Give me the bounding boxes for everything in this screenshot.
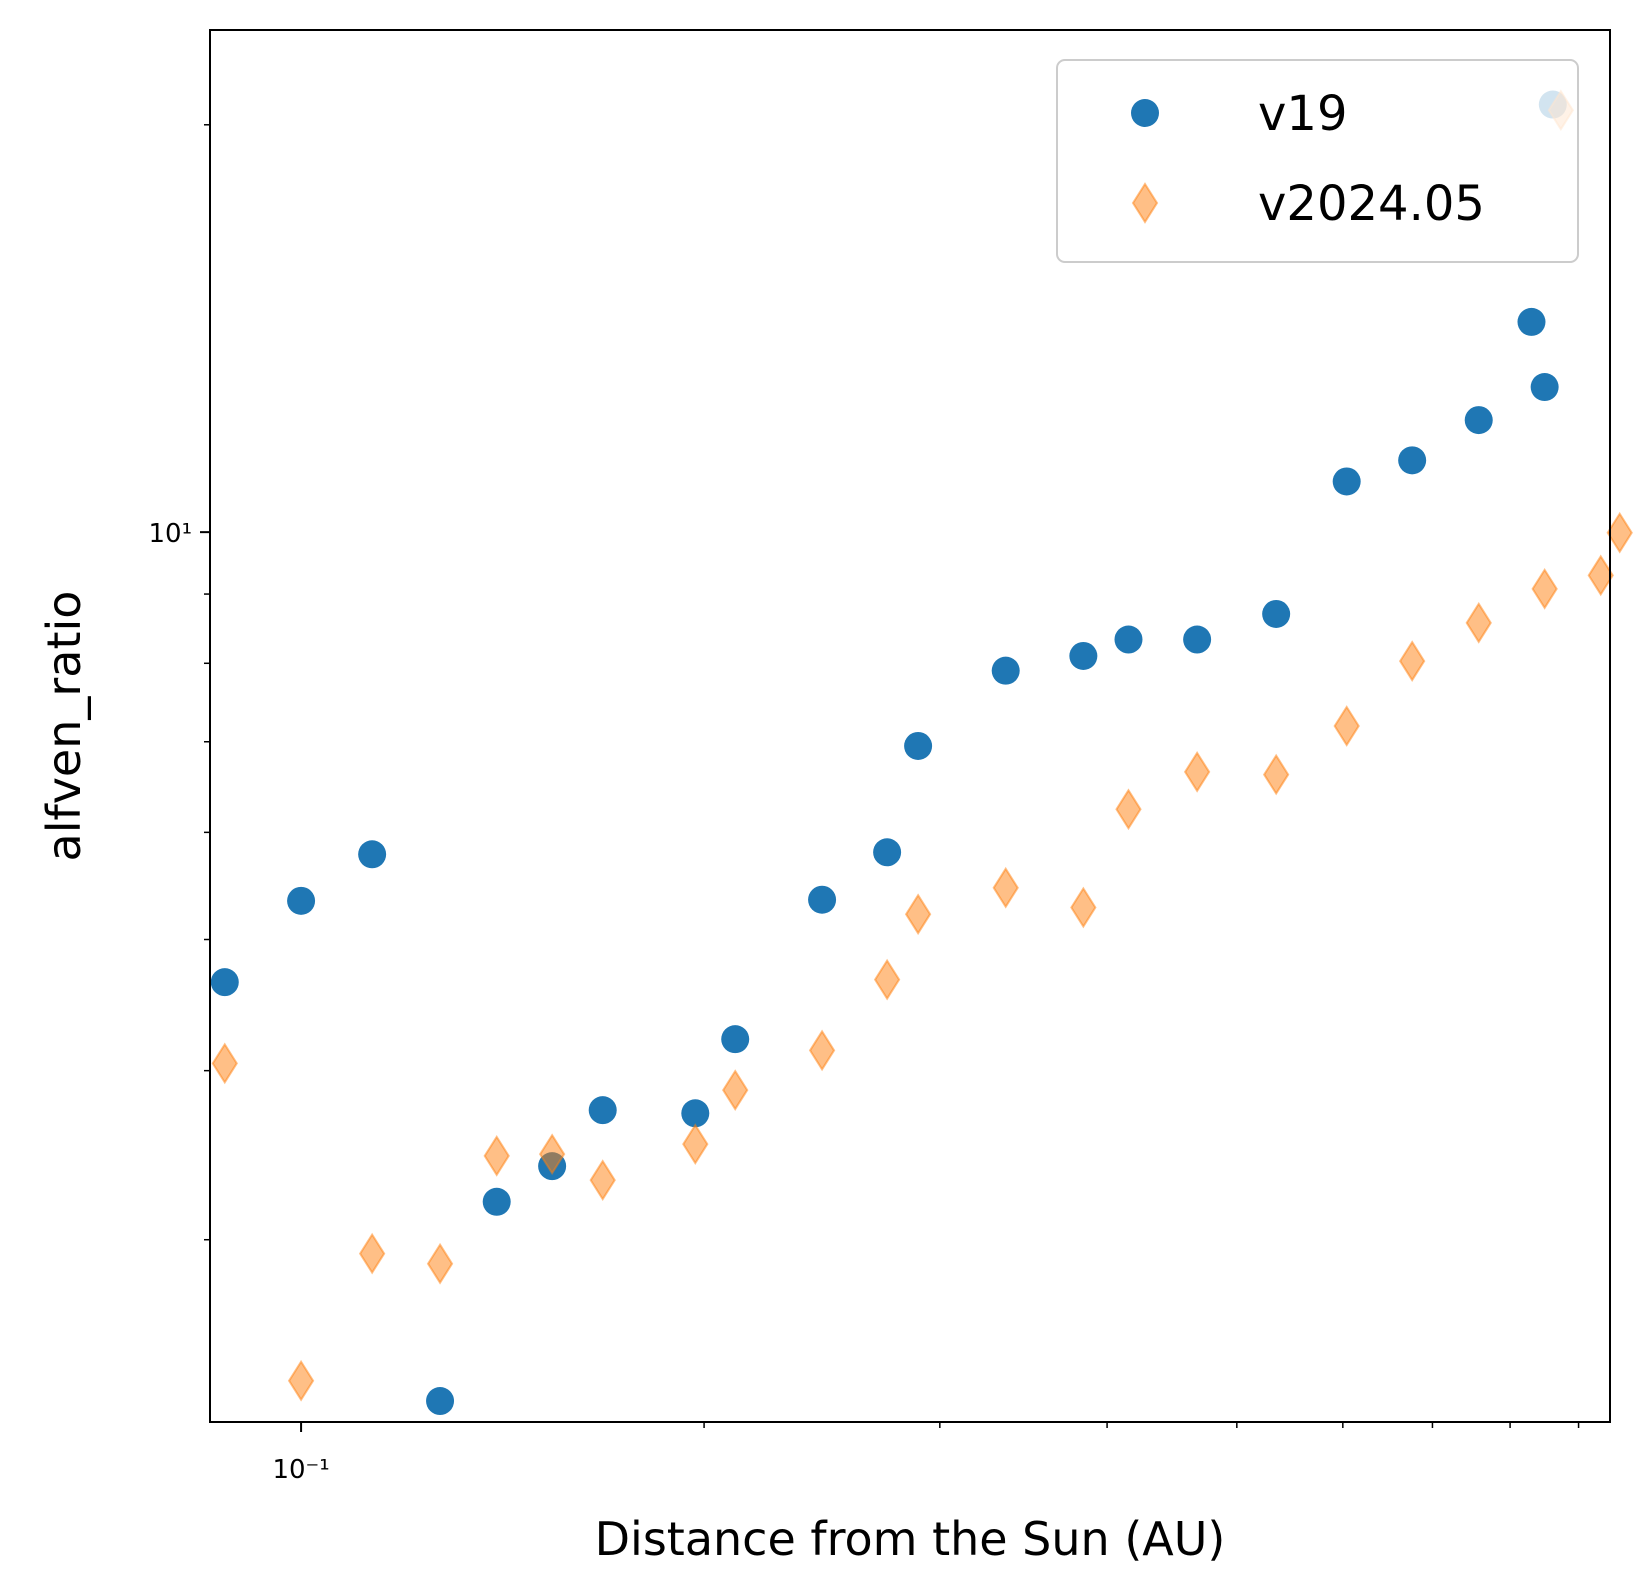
legend-label: v2024.05: [1258, 176, 1485, 232]
data-point: [681, 1099, 710, 1128]
legend-box: [1056, 59, 1579, 263]
legend: v19 v2024.05: [1056, 59, 1579, 263]
data-point: [1262, 599, 1291, 628]
data-point: [682, 1123, 709, 1165]
data-point: [1183, 625, 1212, 654]
data-point: [358, 840, 387, 869]
legend-label: v19: [1258, 86, 1347, 142]
data-point: [722, 1069, 749, 1111]
data-point: [1464, 406, 1493, 435]
legend-marker: [1131, 99, 1159, 127]
data-point: [1587, 554, 1614, 597]
y-axis-label: alfven_ratio: [37, 591, 91, 862]
data-point: [1517, 307, 1546, 336]
data-point: [1070, 886, 1097, 929]
data-point: [721, 1025, 750, 1054]
data-point: [287, 886, 316, 915]
data-point: [426, 1242, 454, 1285]
data-point: [1606, 511, 1633, 554]
data-point: [210, 968, 239, 997]
data-point: [1332, 467, 1361, 496]
data-point: [589, 1159, 616, 1202]
data-point: [1183, 751, 1211, 793]
data-point: [1398, 640, 1426, 682]
data-point: [1531, 567, 1558, 610]
data-point: [808, 1029, 836, 1072]
data-point: [287, 1359, 315, 1402]
data-points: [210, 89, 1633, 1416]
x-axis-label: Distance from the Sun (AU): [595, 1512, 1226, 1566]
data-point: [483, 1135, 510, 1177]
data-point: [588, 1096, 617, 1125]
data-point: [211, 1042, 238, 1085]
y-tick-label: 10¹: [148, 519, 192, 549]
data-point: [1069, 641, 1098, 670]
data-point: [1114, 625, 1143, 654]
series-v19: [210, 90, 1567, 1416]
data-point: [538, 1133, 566, 1176]
data-point: [1333, 705, 1360, 747]
legend-marker: [1131, 182, 1159, 224]
data-point: [358, 1232, 386, 1275]
data-point: [991, 656, 1020, 685]
data-point: [992, 866, 1019, 909]
data-point: [904, 893, 932, 936]
data-point: [426, 1387, 455, 1416]
plot-area-frame: [209, 29, 1611, 1423]
series-v2024-05: [211, 89, 1633, 1402]
data-point: [1262, 753, 1290, 796]
x-tick-label: 10⁻¹: [272, 1455, 329, 1485]
data-point: [1115, 788, 1142, 831]
data-point: [1398, 446, 1427, 475]
data-point: [904, 731, 933, 760]
data-point: [1465, 601, 1492, 644]
data-point: [808, 885, 837, 914]
data-point: [873, 838, 902, 867]
data-point: [873, 958, 901, 1001]
data-point: [1530, 373, 1559, 402]
data-point: [482, 1187, 511, 1216]
